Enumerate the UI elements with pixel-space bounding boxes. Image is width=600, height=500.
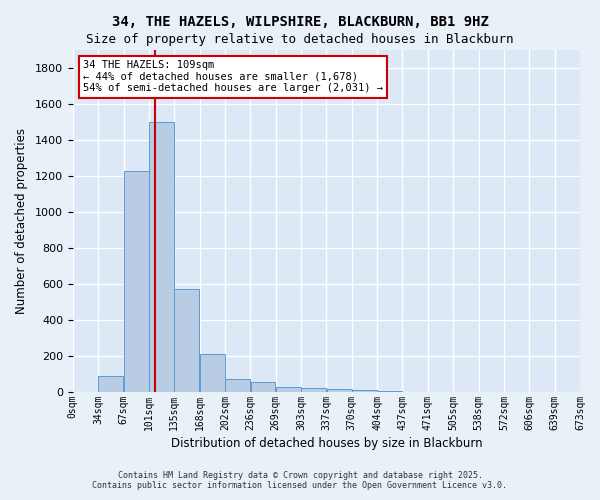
Bar xyxy=(124,170,149,392)
Text: Contains HM Land Registry data © Crown copyright and database right 2025.
Contai: Contains HM Land Registry data © Crown c… xyxy=(92,470,508,490)
Bar xyxy=(352,390,377,392)
X-axis label: Distribution of detached houses by size in Blackburn: Distribution of detached houses by size … xyxy=(170,437,482,450)
Text: 34 THE HAZELS: 109sqm
← 44% of detached houses are smaller (1,678)
54% of semi-d: 34 THE HAZELS: 109sqm ← 44% of detached … xyxy=(83,60,383,94)
Bar xyxy=(98,376,123,392)
Bar xyxy=(200,354,225,392)
Bar xyxy=(225,380,250,392)
Y-axis label: Number of detached properties: Number of detached properties xyxy=(15,128,28,314)
Text: Size of property relative to detached houses in Blackburn: Size of property relative to detached ho… xyxy=(86,32,514,46)
Bar xyxy=(276,386,301,392)
Bar xyxy=(301,388,326,392)
Bar xyxy=(149,122,174,392)
Bar xyxy=(326,390,352,392)
Bar xyxy=(251,382,275,392)
Text: 34, THE HAZELS, WILPSHIRE, BLACKBURN, BB1 9HZ: 34, THE HAZELS, WILPSHIRE, BLACKBURN, BB… xyxy=(112,15,488,29)
Bar xyxy=(175,290,199,392)
